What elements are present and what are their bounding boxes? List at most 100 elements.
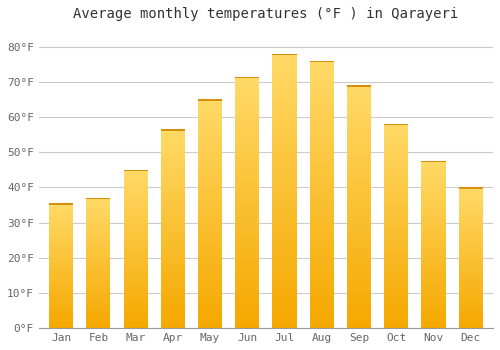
Bar [124, 239, 148, 243]
Bar [384, 210, 408, 214]
Bar [235, 107, 260, 112]
Bar [458, 317, 483, 320]
Bar [458, 230, 483, 232]
Bar [458, 238, 483, 241]
Bar [86, 198, 110, 200]
Bar [49, 248, 73, 251]
Bar [310, 232, 334, 237]
Bar [198, 324, 222, 328]
Bar [198, 301, 222, 305]
Bar [347, 236, 371, 241]
Bar [86, 208, 110, 211]
Bar [384, 206, 408, 210]
Bar [384, 222, 408, 226]
Bar [384, 197, 408, 202]
Bar [160, 165, 185, 169]
Bar [347, 95, 371, 100]
Bar [384, 153, 408, 157]
Bar [272, 87, 296, 92]
Bar [422, 265, 446, 268]
Bar [347, 304, 371, 309]
Bar [86, 224, 110, 227]
Bar [384, 140, 408, 145]
Bar [272, 279, 296, 284]
Bar [272, 98, 296, 103]
Bar [198, 246, 222, 250]
Bar [458, 300, 483, 303]
Bar [160, 276, 185, 280]
Bar [198, 200, 222, 205]
Bar [198, 305, 222, 310]
Bar [160, 265, 185, 268]
Bar [49, 208, 73, 211]
Bar [86, 305, 110, 307]
Bar [86, 255, 110, 258]
Bar [49, 276, 73, 278]
Bar [160, 205, 185, 209]
Bar [86, 268, 110, 271]
Bar [124, 217, 148, 220]
Bar [310, 200, 334, 205]
Bar [347, 173, 371, 178]
Bar [235, 167, 260, 172]
Bar [49, 231, 73, 233]
Bar [86, 271, 110, 273]
Bar [235, 187, 260, 192]
Bar [235, 77, 260, 78]
Bar [86, 284, 110, 287]
Bar [160, 280, 185, 285]
Bar [310, 296, 334, 301]
Bar [49, 323, 73, 326]
Bar [422, 221, 446, 225]
Bar [198, 282, 222, 287]
Bar [272, 158, 296, 163]
Bar [422, 188, 446, 191]
Bar [347, 105, 371, 110]
Bar [384, 312, 408, 316]
Bar [198, 154, 222, 159]
Bar [458, 244, 483, 246]
Bar [347, 129, 371, 134]
Bar [86, 318, 110, 320]
Bar [272, 191, 296, 196]
Bar [124, 220, 148, 224]
Bar [272, 312, 296, 317]
Bar [310, 146, 334, 152]
Bar [347, 153, 371, 158]
Bar [235, 283, 260, 288]
Bar [198, 205, 222, 209]
Bar [160, 153, 185, 157]
Bar [384, 169, 408, 173]
Bar [384, 251, 408, 255]
Bar [310, 168, 334, 173]
Bar [458, 261, 483, 264]
Bar [384, 189, 408, 194]
Bar [86, 237, 110, 240]
Bar [86, 302, 110, 305]
Bar [49, 233, 73, 236]
Bar [458, 275, 483, 278]
Bar [49, 296, 73, 298]
Bar [160, 229, 185, 233]
Bar [310, 61, 334, 66]
Bar [198, 99, 222, 104]
Bar [49, 263, 73, 266]
Bar [235, 288, 260, 293]
Bar [384, 255, 408, 259]
Bar [86, 266, 110, 268]
Bar [49, 236, 73, 238]
Bar [235, 92, 260, 97]
Bar [422, 258, 446, 261]
Bar [160, 285, 185, 288]
Bar [347, 314, 371, 318]
Bar [310, 130, 334, 135]
Bar [160, 237, 185, 241]
Bar [86, 206, 110, 208]
Bar [310, 189, 334, 195]
Bar [124, 252, 148, 256]
Bar [422, 261, 446, 265]
Bar [422, 198, 446, 201]
Bar [86, 234, 110, 237]
Bar [458, 255, 483, 258]
Bar [458, 249, 483, 252]
